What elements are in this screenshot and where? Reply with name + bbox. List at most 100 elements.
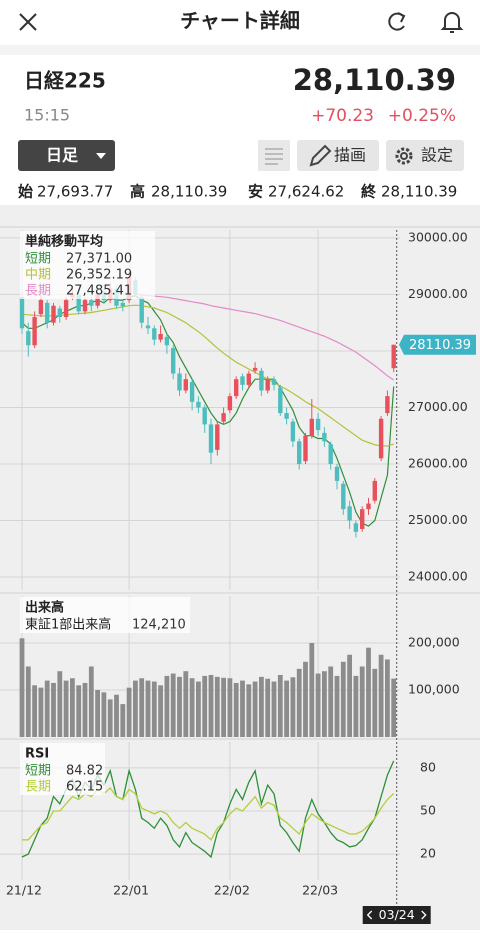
volume-bar [259,676,264,737]
y-tick-label: 100,000 [408,682,460,697]
volume-bar [366,647,371,737]
candle-body [246,373,251,385]
draw-button[interactable]: 描画 [297,140,379,171]
legend-value: 27,485.41 [66,284,132,299]
chart-area: 24000.0025000.0026000.0027000.0028000.00… [0,226,480,924]
legend-name: 長期 [25,284,51,299]
low-value: 27,624.62 [268,183,344,201]
y-tick-label: 29000.00 [408,286,468,301]
legend-value: 84.82 [66,764,103,779]
period-select[interactable]: 日足 [18,140,115,171]
candle-body [265,379,270,391]
close-button[interactable] [19,13,37,31]
settings-label: 設定 [421,146,453,165]
volume-bar [202,675,208,737]
candle-body [353,523,359,532]
notification-button[interactable] [440,12,464,33]
legend-name: 中期 [25,268,51,283]
candle-body [341,483,346,510]
candle-body [240,376,245,385]
legend-value: 62.15 [66,780,103,795]
candle-body [19,297,25,329]
candle-body [63,300,69,318]
legend-title: 出来高 [25,600,64,616]
volume-bar [145,680,151,737]
high-label: 高 [130,183,145,201]
volume-bar [208,674,214,737]
open-value: 27,693.77 [37,183,113,201]
volume-bar [126,687,132,737]
volume-bar [101,692,107,737]
volume-bar [114,694,119,737]
candle-body [95,294,100,306]
volume-bar [170,673,176,737]
y-tick-label: 80 [420,759,436,774]
legend-background [20,231,155,299]
candle-body [391,344,396,369]
volume-bar [38,687,44,737]
price: 28,110.39 [293,63,456,97]
separator [0,45,480,55]
volume-bar [359,666,365,737]
volume-bar [309,643,315,737]
y-tick-label: 30000.00 [408,229,468,244]
legend-name: 短期 [25,764,51,779]
high-value: 28,110.39 [151,183,227,201]
y-tick-label: 26000.00 [408,455,468,470]
refresh-button[interactable] [388,12,406,31]
candle-body [297,441,302,464]
y-tick-label: 24000.00 [408,569,468,584]
volume-bar [353,675,359,737]
candle-body [322,432,327,442]
next-arrow [421,910,427,920]
legend-value: 27,371.00 [66,252,132,267]
candle-body [202,407,207,425]
candle-body [360,509,365,529]
period-label: 日足 [46,146,79,165]
volume-bar [284,680,289,737]
candle-body [372,480,377,501]
candle-body [334,466,340,481]
legend-value: 26,352.19 [66,268,132,283]
y-tick-label: 25000.00 [408,512,468,527]
volume-bar [372,668,378,737]
candle-body [284,413,289,419]
volume-bar [120,704,126,737]
change-percent: +0.25% [388,106,456,126]
volume-bar [277,674,283,737]
volume-bar [63,680,69,737]
candle-body [76,294,81,312]
y-tick-label: 27000.00 [408,399,468,414]
volume-bar [107,699,113,737]
draw-label: 描画 [334,146,366,165]
volume-bar [177,676,182,737]
volume-bar [95,690,100,737]
y-tick-label: 50 [420,803,436,818]
candle-body [303,435,308,462]
last-price-tag [399,334,476,355]
close-label: 終 [361,183,377,201]
legend-name: 短期 [25,252,51,267]
candle-body [227,396,233,411]
y-tick-label: 20 [420,846,436,861]
candle-body [89,300,94,306]
volume-bar [189,678,195,737]
volume-bar [340,661,346,737]
volume-bar [151,681,157,737]
volume-bar [82,682,88,737]
volume-bar [290,677,296,737]
volume-bar [328,666,334,737]
volume-bar [51,682,56,737]
candle-body [57,308,62,318]
moving-average-line [135,293,395,381]
candle-body [82,300,88,312]
settings-button[interactable]: 設定 [386,140,464,171]
candle-body [139,297,144,323]
legend-background [20,743,105,795]
quote-time: 15:15 [24,106,70,125]
volume-bar [70,678,75,737]
candle-body [215,424,220,450]
legend-background [20,597,190,633]
